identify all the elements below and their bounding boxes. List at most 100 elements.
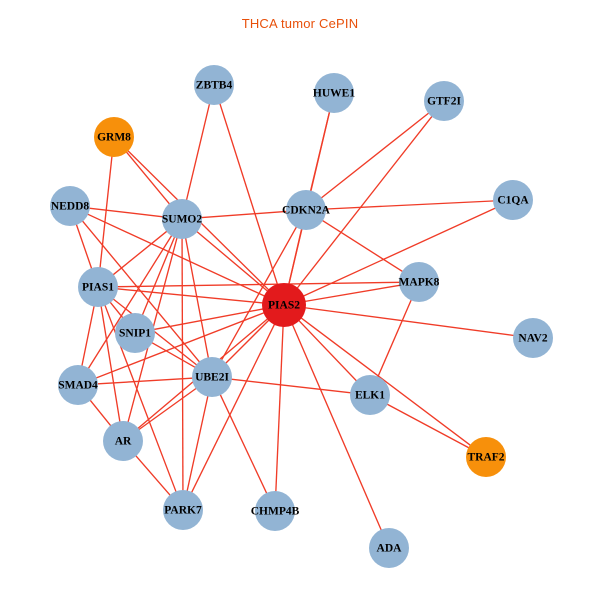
node-circle[interactable] <box>163 490 203 530</box>
node-label: MAPK8 <box>399 277 440 289</box>
graph-node-gtf2i[interactable]: GTF2I <box>424 81 464 121</box>
graph-node-elk1[interactable]: ELK1 <box>350 375 390 415</box>
node-circle[interactable] <box>50 186 90 226</box>
graph-edge <box>218 101 279 287</box>
node-label: AR <box>115 436 132 448</box>
graph-edge <box>88 398 113 428</box>
graph-edge <box>141 235 176 317</box>
graph-edge <box>99 154 113 270</box>
graph-edge <box>181 236 184 493</box>
node-circle[interactable] <box>262 283 306 327</box>
node-circle[interactable] <box>493 180 533 220</box>
graph-edge <box>115 281 402 288</box>
graph-edge <box>320 219 405 273</box>
graph-edge <box>309 110 331 193</box>
graph-edge <box>184 236 210 360</box>
graph-edge <box>190 322 276 495</box>
node-circle[interactable] <box>94 117 134 157</box>
graph-edge <box>94 311 266 380</box>
node-label: NAV2 <box>518 333 547 345</box>
node-label: SUMO2 <box>162 214 203 226</box>
graph-node-pias2[interactable]: PIAS2 <box>262 283 306 327</box>
node-circle[interactable] <box>424 81 464 121</box>
graph-node-grm8[interactable]: GRM8 <box>94 117 134 157</box>
graph-edge <box>124 150 172 206</box>
graph-edge <box>287 227 303 286</box>
graph-node-ube2i[interactable]: UBE2I <box>192 357 232 397</box>
graph-edge <box>152 308 265 331</box>
node-label: C1QA <box>497 195 529 207</box>
graph-edge <box>275 324 284 494</box>
graph-edge <box>86 233 174 371</box>
graph-edge <box>115 288 265 304</box>
graph-edge <box>385 402 471 450</box>
graph-edge <box>75 222 93 271</box>
graph-edge <box>87 207 165 218</box>
node-circle[interactable] <box>255 491 295 531</box>
graph-edge <box>150 341 197 369</box>
graph-edge <box>303 306 516 337</box>
node-circle[interactable] <box>466 437 506 477</box>
graph-edge <box>111 297 199 367</box>
graph-edge <box>303 284 402 303</box>
graph-edge <box>299 316 473 447</box>
node-label: ADA <box>377 543 403 555</box>
node-label: ELK1 <box>355 390 385 402</box>
node-circle[interactable] <box>314 73 354 113</box>
node-circle[interactable] <box>115 313 155 353</box>
graph-node-huwe1[interactable]: HUWE1 <box>313 73 355 113</box>
graph-edge <box>80 304 96 368</box>
graph-edge <box>220 225 298 362</box>
graph-node-ada[interactable]: ADA <box>369 528 409 568</box>
node-label: SMAD4 <box>58 380 98 392</box>
node-label: TRAF2 <box>467 452 504 464</box>
node-label: CDKN2A <box>282 205 331 217</box>
node-circle[interactable] <box>369 528 409 568</box>
node-circle[interactable] <box>286 190 326 230</box>
graph-edge <box>86 212 267 298</box>
graph-node-c1qa[interactable]: C1QA <box>493 180 533 220</box>
node-label: PARK7 <box>164 505 202 517</box>
graph-node-traf2[interactable]: TRAF2 <box>466 437 506 477</box>
graph-node-park7[interactable]: PARK7 <box>163 490 203 530</box>
node-label: PIAS1 <box>82 282 114 294</box>
node-label: GRM8 <box>97 132 131 144</box>
node-circle[interactable] <box>513 318 553 358</box>
node-circle[interactable] <box>162 199 202 239</box>
graph-edge <box>195 230 270 293</box>
node-label: NEDD8 <box>51 201 90 213</box>
graph-edge <box>80 219 202 364</box>
graph-edge <box>134 454 172 497</box>
node-circle[interactable] <box>350 375 390 415</box>
graph-node-pias1[interactable]: PIAS1 <box>78 267 118 307</box>
node-circle[interactable] <box>192 357 232 397</box>
graph-edge <box>95 377 195 385</box>
graph-edge <box>295 114 434 290</box>
graph-node-snip1[interactable]: SNIP1 <box>115 313 155 353</box>
graph-edge <box>291 323 383 532</box>
graph-edge <box>185 102 211 202</box>
node-circle[interactable] <box>78 267 118 307</box>
graph-node-ar[interactable]: AR <box>103 421 143 461</box>
graph-edge <box>100 304 121 424</box>
node-label: GTF2I <box>427 96 461 108</box>
node-circle[interactable] <box>103 421 143 461</box>
graph-node-nedd8[interactable]: NEDD8 <box>50 186 90 226</box>
graph-node-zbtb4[interactable]: ZBTB4 <box>194 65 234 105</box>
graph-node-mapk8[interactable]: MAPK8 <box>399 262 440 302</box>
node-label: ZBTB4 <box>196 80 233 92</box>
graph-edge <box>186 394 209 493</box>
node-label: PIAS2 <box>268 300 300 312</box>
graph-edge <box>297 318 359 383</box>
node-layer: ZBTB4 HUWE1 GTF2I GRM8 NEDD8 SUMO2 CDKN2A C1QA P… <box>50 65 553 568</box>
graph-node-smad4[interactable]: SMAD4 <box>58 365 98 405</box>
graph-node-nav2[interactable]: NAV2 <box>513 318 553 358</box>
graph-node-chmp4b[interactable]: CHMP4B <box>251 491 300 531</box>
graph-node-cdkn2a[interactable]: CDKN2A <box>282 190 331 230</box>
node-circle[interactable] <box>58 365 98 405</box>
node-circle[interactable] <box>194 65 234 105</box>
node-circle[interactable] <box>399 262 439 302</box>
graph-edge <box>229 378 353 394</box>
graph-node-sumo2[interactable]: SUMO2 <box>162 199 203 239</box>
